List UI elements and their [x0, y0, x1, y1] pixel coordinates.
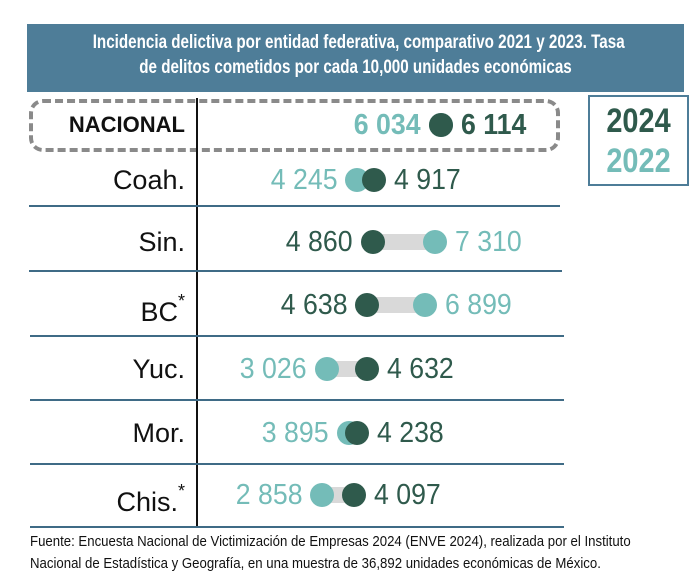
row-separator [30, 463, 564, 465]
value-2024: 4 632 [387, 353, 454, 385]
category-label: NACIONAL [68, 112, 185, 137]
national-highlight-box [29, 99, 560, 152]
value-2022: 2 858 [235, 479, 303, 511]
dot-2022 [310, 483, 335, 507]
source-line-2: Nacional de Estadística y Geografía, en … [30, 555, 601, 572]
value-2024: 4 917 [394, 164, 462, 196]
dot-2024 [355, 357, 380, 381]
value-2024: 4 238 [377, 417, 445, 449]
value-2022: 3 026 [239, 353, 307, 385]
category-label: Coah. [112, 165, 185, 195]
legend: 2024 2022 [588, 95, 689, 186]
dot-2022 [422, 230, 447, 254]
range-bar [373, 234, 435, 250]
dot-2024 [341, 483, 366, 507]
dot-2022 [412, 293, 437, 317]
dot-2022 [314, 357, 339, 381]
legend-2022: 2022 [606, 142, 671, 180]
asterisk: * [177, 481, 185, 501]
source-line-1: Fuente: Encuesta Nacional de Victimizaci… [30, 533, 631, 550]
category-label: Chis.* [116, 481, 185, 517]
title-line-1: Incidencia delictiva por entidad federat… [92, 32, 625, 53]
row-separator [30, 526, 564, 528]
axis-divider [196, 98, 198, 526]
row-separator [29, 205, 560, 207]
value-2022: 6 034 [354, 109, 421, 141]
row-separator [30, 335, 564, 337]
dot-2024 [429, 113, 453, 137]
value-2024: 4 638 [280, 289, 348, 321]
dot-2024 [345, 421, 370, 445]
dot-2024 [362, 168, 387, 192]
range-bar [367, 297, 425, 313]
value-2022: 6 899 [444, 289, 512, 321]
row-separator [30, 399, 564, 401]
row-separator [29, 270, 562, 272]
legend-2024: 2024 [606, 102, 671, 140]
value-2024: 6 114 [461, 109, 527, 141]
value-2022: 4 245 [270, 164, 338, 196]
value-2024: 4 097 [373, 479, 441, 511]
value-2022: 3 895 [261, 417, 329, 449]
title-line-2: de delitos cometidos por cada 10,000 uni… [139, 57, 572, 78]
dot-2024 [355, 293, 380, 317]
chart-title: Incidencia delictiva por entidad federat… [27, 24, 684, 92]
category-label: Sin. [138, 227, 185, 257]
value-2022: 7 310 [454, 226, 522, 258]
value-2024: 4 860 [286, 226, 353, 258]
category-label: Yuc. [132, 354, 185, 384]
source-note: Fuente: Encuesta Nacional de Victimizaci… [30, 531, 631, 575]
dot-2024 [361, 230, 385, 254]
category-label: Mor. [132, 418, 185, 448]
category-label: BC* [140, 291, 185, 327]
asterisk: * [177, 291, 185, 311]
